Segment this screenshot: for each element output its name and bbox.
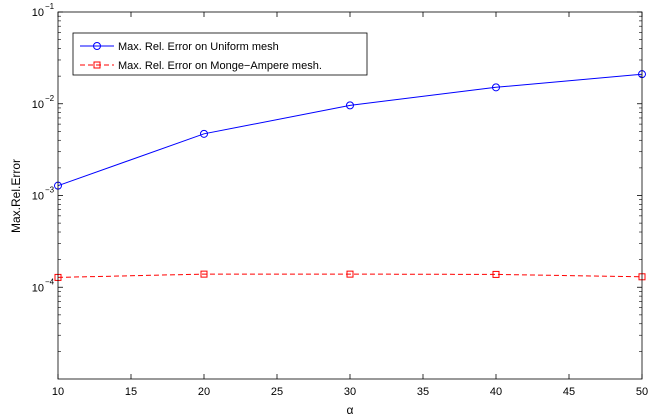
- legend-marker-circle: [93, 42, 101, 50]
- data-point-square: [492, 270, 500, 278]
- y-tick-label: 10: [32, 99, 44, 111]
- y-tick-exponent: −3: [45, 186, 55, 195]
- series-line-1: [57, 73, 643, 187]
- x-tick-label: 40: [490, 386, 502, 398]
- data-point-square: [346, 270, 354, 278]
- x-tick-label: 10: [52, 386, 64, 398]
- data-point-circle: [492, 83, 500, 92]
- x-tick-label: 50: [636, 386, 648, 398]
- y-tick-label: 10: [32, 191, 44, 203]
- x-axis-label: α: [347, 403, 354, 417]
- legend-label-2: Max. Rel. Error on Monge−Ampere mesh.: [118, 60, 322, 72]
- y-tick-exponent: −1: [45, 2, 55, 11]
- series-2: [54, 270, 646, 281]
- x-tick-label: 25: [271, 386, 283, 398]
- x-tick-label: 35: [417, 386, 429, 398]
- legend: Max. Rel. Error on Uniform mesh Max. Rel.…: [72, 32, 368, 76]
- x-tick-label: 30: [344, 386, 356, 398]
- legend-box: [72, 32, 368, 76]
- y-tick-label: 10: [32, 7, 44, 19]
- legend-label-1: Max. Rel. Error on Uniform mesh: [118, 41, 279, 53]
- x-tick-label: 45: [563, 386, 575, 398]
- plot-frame: [57, 11, 643, 380]
- data-point-square: [200, 270, 208, 278]
- x-tick-label: 20: [198, 386, 210, 398]
- y-axis-label: Max.Rel.Error: [9, 159, 23, 233]
- x-tick-label: 15: [125, 386, 137, 398]
- y-tick-label: 10: [32, 282, 44, 294]
- data-point-circle: [346, 101, 354, 110]
- y-tick-exponent: −2: [45, 94, 55, 103]
- y-tick-exponent: −4: [45, 277, 55, 286]
- data-point-circle: [200, 129, 208, 138]
- series-line-2: [57, 273, 643, 278]
- legend-marker-square: [93, 61, 101, 69]
